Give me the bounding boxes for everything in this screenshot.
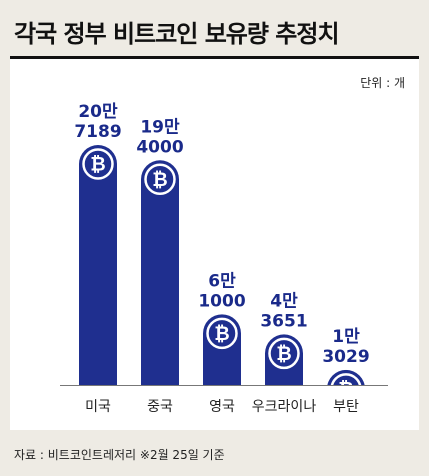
bitcoin-icon: ₿	[330, 373, 362, 400]
title-underline	[10, 56, 419, 59]
data-label: 19만	[140, 117, 180, 137]
data-label: 3029	[322, 347, 369, 367]
data-label: 1000	[198, 291, 245, 311]
bar	[265, 334, 303, 385]
bar	[327, 369, 365, 385]
svg-text:₿: ₿	[152, 169, 167, 191]
data-label: 1만	[332, 327, 360, 347]
category-label: 미국	[85, 399, 111, 415]
bar-group: ₿	[265, 334, 303, 385]
data-label: 4000	[136, 137, 183, 157]
category-label: 우크라이나	[252, 399, 317, 415]
data-label: 4만	[270, 291, 298, 311]
source-note: 자료 : 비트코인트레저리 ※2월 25일 기준	[14, 448, 225, 462]
chart-panel: 단위 : 개 ₿ 20만 7189 미국 ₿ 19만 4000 중국 ₿ 6만 1000 영국 ₿ 4만 3…	[10, 59, 419, 430]
bitcoin-icon: ₿	[144, 163, 176, 196]
category-label: 부탄	[333, 399, 359, 415]
unit-label: 단위 : 개	[360, 76, 405, 90]
data-label: 6만	[208, 271, 236, 291]
bar-group: ₿	[203, 314, 241, 385]
svg-text:₿: ₿	[214, 323, 229, 345]
svg-text:₿: ₿	[276, 343, 291, 365]
bar	[203, 314, 241, 385]
chart-title: 각국 정부 비트코인 보유량 추정치	[14, 20, 340, 48]
data-label: 20만	[78, 102, 118, 122]
svg-text:₿: ₿	[338, 378, 353, 400]
svg-text:₿: ₿	[90, 154, 105, 176]
bitcoin-icon: ₿	[268, 337, 300, 370]
category-label: 중국	[147, 399, 173, 415]
bar-group: ₿	[327, 369, 365, 400]
data-label: 3651	[260, 311, 307, 331]
bar	[79, 145, 117, 385]
category-label: 영국	[209, 399, 235, 415]
bar-group: ₿	[141, 160, 179, 385]
bar	[141, 160, 179, 385]
bar-group: ₿	[79, 145, 117, 385]
bitcoin-icon: ₿	[206, 317, 238, 350]
bitcoin-icon: ₿	[82, 148, 114, 180]
data-label: 7189	[74, 122, 121, 142]
